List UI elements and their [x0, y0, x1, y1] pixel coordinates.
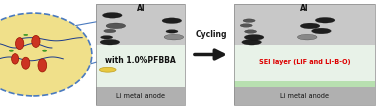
Text: Al: Al — [300, 4, 309, 13]
Circle shape — [99, 67, 116, 72]
FancyBboxPatch shape — [96, 45, 185, 87]
Circle shape — [104, 29, 116, 33]
FancyBboxPatch shape — [234, 81, 375, 87]
Circle shape — [245, 30, 257, 33]
Circle shape — [162, 18, 182, 24]
Circle shape — [24, 34, 28, 35]
Circle shape — [315, 17, 335, 23]
Text: Li metal anode: Li metal anode — [280, 93, 329, 99]
FancyBboxPatch shape — [234, 12, 375, 45]
Circle shape — [43, 50, 46, 51]
Circle shape — [300, 23, 320, 29]
FancyBboxPatch shape — [96, 12, 185, 45]
Circle shape — [106, 23, 126, 29]
Circle shape — [102, 13, 122, 18]
Circle shape — [240, 24, 252, 27]
Circle shape — [311, 28, 331, 34]
Ellipse shape — [32, 35, 40, 47]
FancyBboxPatch shape — [96, 4, 185, 12]
Circle shape — [164, 34, 184, 40]
Text: with 1.0%PFBBA: with 1.0%PFBBA — [105, 56, 176, 65]
Circle shape — [244, 34, 264, 40]
Text: Li metal anode: Li metal anode — [116, 93, 165, 99]
Circle shape — [166, 30, 178, 33]
FancyBboxPatch shape — [234, 4, 375, 12]
Circle shape — [9, 50, 13, 51]
Circle shape — [101, 36, 113, 39]
Ellipse shape — [22, 57, 30, 69]
Circle shape — [243, 19, 255, 22]
Ellipse shape — [0, 13, 92, 96]
Circle shape — [100, 39, 120, 45]
Text: Cycling: Cycling — [195, 30, 227, 39]
FancyBboxPatch shape — [234, 87, 375, 105]
Ellipse shape — [12, 54, 19, 64]
Circle shape — [242, 39, 262, 45]
Circle shape — [297, 34, 317, 40]
FancyBboxPatch shape — [96, 87, 185, 105]
Text: SEI layer (LiF and Li-B-O): SEI layer (LiF and Li-B-O) — [259, 59, 350, 65]
Text: Al: Al — [136, 4, 145, 13]
Ellipse shape — [15, 38, 24, 50]
Ellipse shape — [38, 59, 47, 72]
FancyBboxPatch shape — [234, 45, 375, 81]
